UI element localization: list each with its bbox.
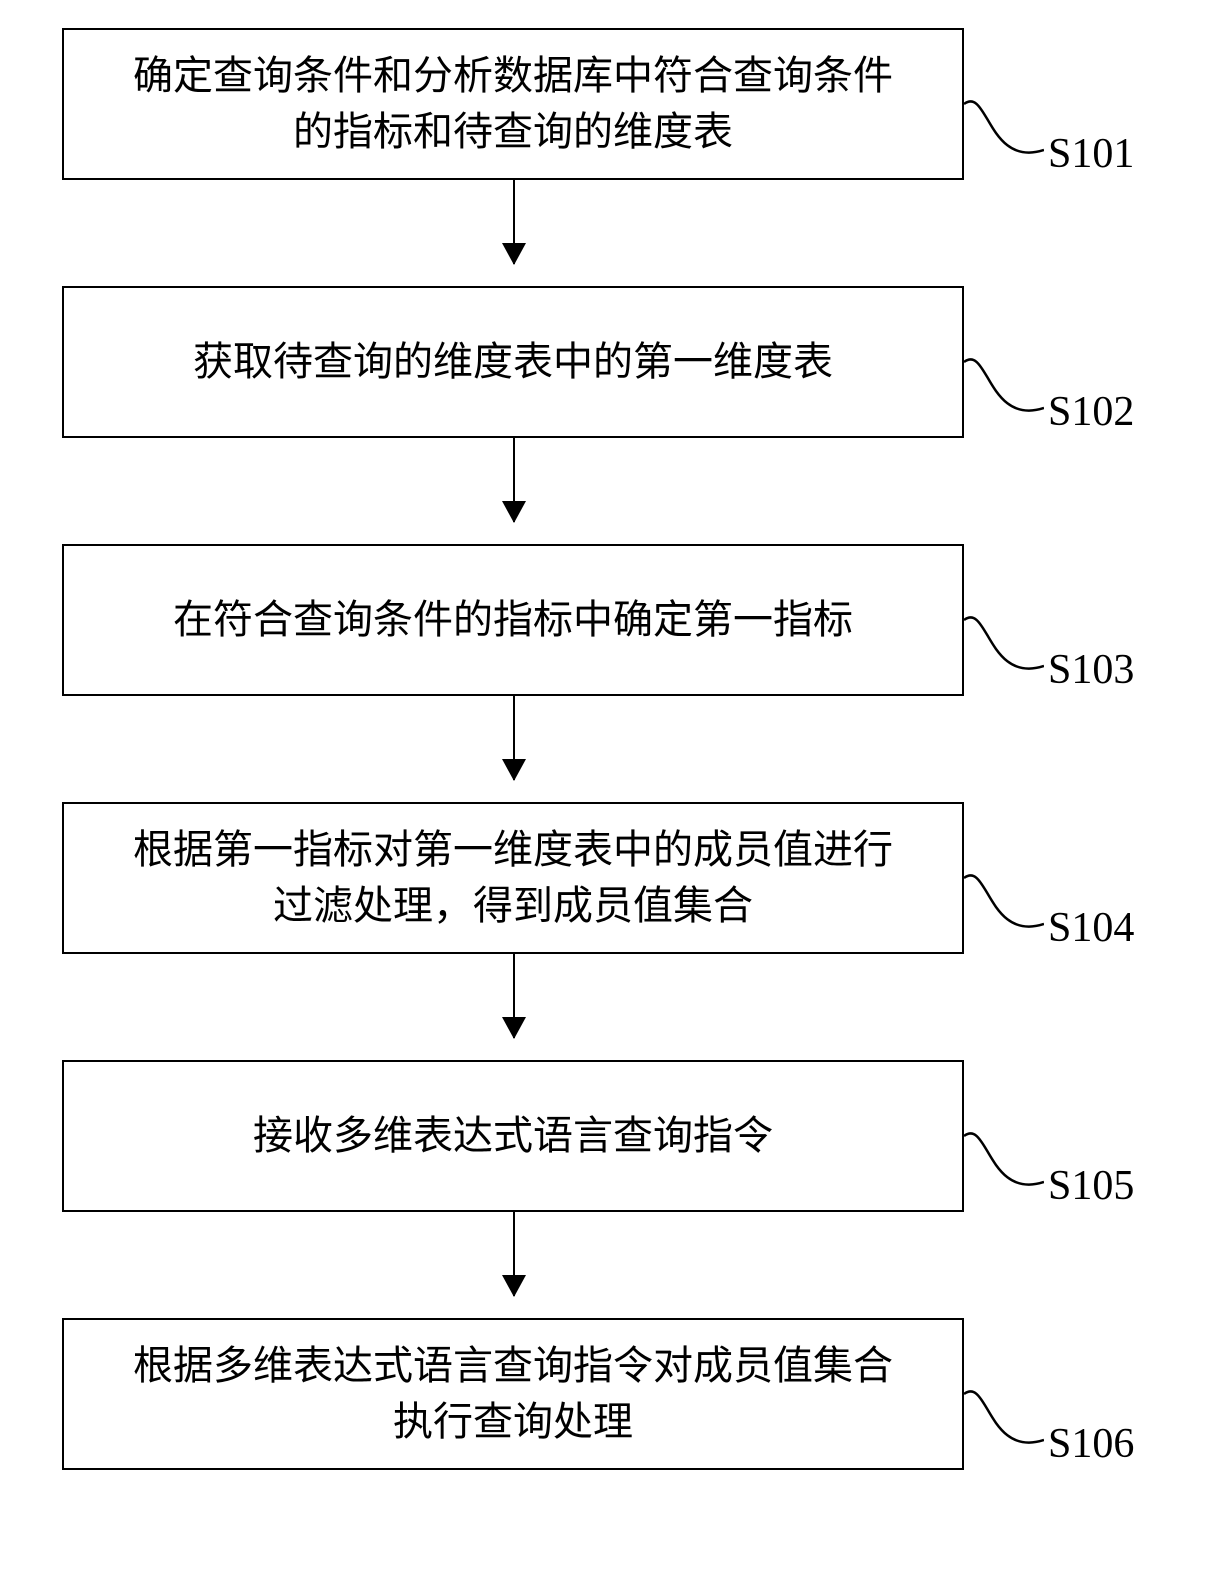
step-text: 接收多维表达式语言查询指令: [253, 1108, 773, 1164]
flowchart-arrow: [513, 438, 515, 522]
flowchart-arrow: [513, 696, 515, 780]
flowchart-step-s102: 获取待查询的维度表中的第一维度表: [62, 286, 964, 438]
flowchart-arrow: [513, 180, 515, 264]
flowchart-step-s103: 在符合查询条件的指标中确定第一指标: [62, 544, 964, 696]
step-label-s106: S106: [1048, 1420, 1134, 1468]
connector-tilde: [964, 863, 1044, 939]
flowchart-step-s106: 根据多维表达式语言查询指令对成员值集合执行查询处理: [62, 1318, 964, 1470]
flowchart-step-s104: 根据第一指标对第一维度表中的成员值进行过滤处理，得到成员值集合: [62, 802, 964, 954]
step-label-s103: S103: [1048, 646, 1134, 694]
step-label-s105: S105: [1048, 1162, 1134, 1210]
step-text: 确定查询条件和分析数据库中符合查询条件的指标和待查询的维度表: [133, 48, 893, 160]
connector-tilde: [964, 1379, 1044, 1455]
flowchart-step-s101: 确定查询条件和分析数据库中符合查询条件的指标和待查询的维度表: [62, 28, 964, 180]
flowchart-step-s105: 接收多维表达式语言查询指令: [62, 1060, 964, 1212]
connector-tilde: [964, 605, 1044, 681]
flowchart-arrow: [513, 954, 515, 1038]
step-text: 根据第一指标对第一维度表中的成员值进行过滤处理，得到成员值集合: [133, 822, 893, 934]
flowchart-arrow: [513, 1212, 515, 1296]
connector-tilde: [964, 89, 1044, 165]
step-label-s104: S104: [1048, 904, 1134, 952]
step-text: 获取待查询的维度表中的第一维度表: [193, 334, 833, 390]
step-label-s101: S101: [1048, 130, 1134, 178]
connector-tilde: [964, 347, 1044, 423]
step-text: 在符合查询条件的指标中确定第一指标: [173, 592, 853, 648]
step-text: 根据多维表达式语言查询指令对成员值集合执行查询处理: [133, 1338, 893, 1450]
connector-tilde: [964, 1121, 1044, 1197]
step-label-s102: S102: [1048, 388, 1134, 436]
